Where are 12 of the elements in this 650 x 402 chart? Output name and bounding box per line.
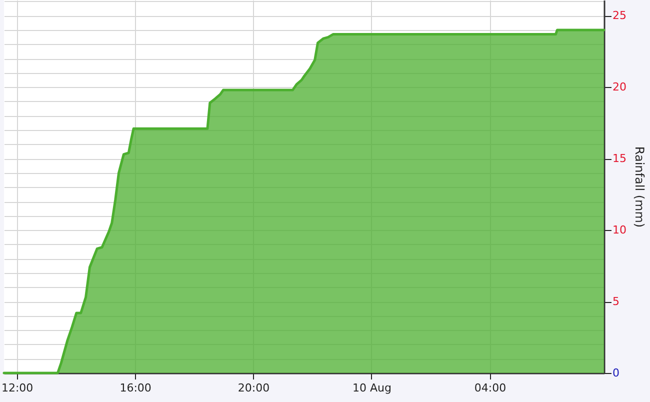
x-tick-label: 20:00 — [238, 382, 270, 394]
x-tick-label: 16:00 — [120, 382, 152, 394]
x-tick-label: 10 Aug — [352, 382, 392, 394]
y2-tick-label: 10 — [612, 224, 626, 237]
y2-axis-title: Rainfall (mm) — [632, 146, 646, 228]
x-tick-label: 12:00 — [1, 382, 34, 394]
y2-tick-label: 5 — [612, 295, 620, 308]
y2-tick-label: 20 — [612, 80, 626, 94]
y2-tick-label: 25 — [612, 9, 626, 22]
y2-tick-label: 15 — [612, 152, 626, 166]
x-tick-label: 04:00 — [474, 382, 506, 394]
y2-tick-label: 0 — [612, 366, 620, 380]
